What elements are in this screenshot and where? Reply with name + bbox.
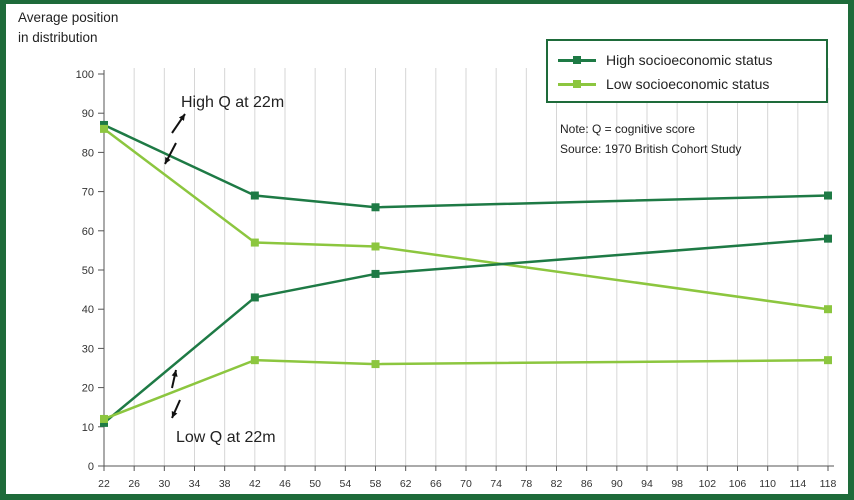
x-tick-label: 66 [430,478,442,490]
x-tick-label: 70 [460,478,472,490]
source-text: Source: 1970 British Cohort Study [560,142,742,156]
x-tick-label: 86 [581,478,593,490]
arrow-high-q-down-head [165,157,171,164]
legend-item-low: Low socioeconomic status [558,75,769,93]
series-point [824,356,832,365]
x-tick-label: 50 [309,478,321,490]
annotation-high-q: High Q at 22m [181,94,285,111]
arrow-low-q-down-head [171,411,178,418]
legend-swatch-low [558,79,596,88]
series-line-4 [103,358,829,421]
x-tick-label: 74 [490,478,502,490]
x-tick-label: 42 [249,478,261,490]
series-point [371,269,380,278]
arrow-low-q-up-head [171,370,178,377]
series-point [824,234,832,243]
y-tick-label: 70 [82,187,94,199]
series-line-1 [103,123,829,209]
x-tick-label: 114 [789,478,806,490]
x-tick-label: 110 [759,478,776,490]
legend-swatch-high [558,55,596,64]
legend-label-high: High socioeconomic status [606,52,773,68]
series-line-2 [103,127,829,311]
series-point [100,414,108,423]
series-point [250,191,259,200]
x-tick-label: 54 [339,478,351,490]
x-tick-label: 118 [820,478,837,490]
y-axis-label-line-1: Average position [18,10,119,25]
x-tick-label: 46 [279,478,291,490]
y-axis-label-line-2: in distribution [18,30,98,45]
series-point [824,305,832,314]
y-tick-label: 60 [82,226,94,238]
x-tick-label: 38 [219,478,231,490]
x-tick-label: 62 [400,478,412,490]
x-tick-label: 102 [699,478,717,490]
y-tick-label: 30 [82,343,94,355]
series-point [250,238,259,247]
series-point [100,124,108,133]
y-tick-label: 50 [82,265,94,277]
arrow-high-q-up-head [178,114,185,121]
y-tick-label: 80 [82,147,94,159]
series-point [250,356,259,365]
x-tick-label: 58 [370,478,382,490]
x-tick-label: 34 [189,478,201,490]
series-point [824,191,832,200]
y-tick-label: 90 [82,108,94,120]
y-tick-label: 10 [82,422,94,434]
x-tick-label: 90 [611,478,623,490]
y-tick-label: 20 [82,383,94,395]
legend-label-low: Low socioeconomic status [606,76,770,92]
annotation-low-q: Low Q at 22m [176,429,276,446]
x-tick-label: 98 [671,478,683,490]
series-point [371,360,380,369]
series-point [371,242,380,251]
note-text: Note: Q = cognitive score [560,122,696,136]
series-point [250,293,259,302]
x-tick-label: 106 [729,478,747,490]
y-tick-label: 40 [82,304,94,316]
legend: High socioeconomic status Low socioecono… [546,39,828,103]
legend-item-high: High socioeconomic status [558,51,773,69]
x-tick-label: 82 [551,478,563,490]
y-tick-label: 100 [76,69,94,81]
y-tick-label: 0 [88,461,94,473]
x-tick-label: 94 [641,478,653,490]
series-point [371,203,380,212]
x-tick-label: 26 [128,478,140,490]
series-line-3 [103,237,829,424]
x-tick-label: 30 [158,478,170,490]
x-tick-label: 78 [520,478,532,490]
x-tick-label: 22 [98,478,110,490]
